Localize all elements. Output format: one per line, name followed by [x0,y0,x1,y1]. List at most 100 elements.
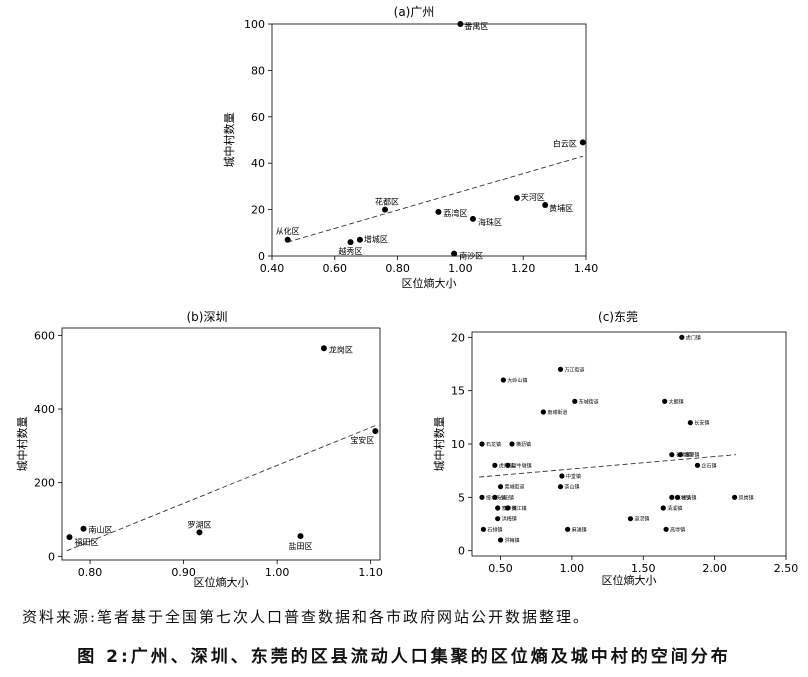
x-tick-label: 0.80 [385,262,410,275]
figure-stage: (a)广州 0.40 0.60 0.80 1.00 1.20 1.40 0 20 40 60 80 10… [15,5,798,589]
point-label: 清溪镇 [667,505,682,512]
plot-frame [271,23,587,257]
data-point [80,525,87,532]
data-point [495,516,501,522]
x-tick-label: 1.00 [265,566,290,579]
y-tick-label: 100 [244,18,265,31]
x-tick-label: 1.00 [560,562,585,575]
point-label: 南山区 [89,525,113,535]
y-axis-label: 城中村数量 [222,113,236,168]
x-tick-label: 2.50 [774,562,799,575]
y-tick-label: 0 [458,545,465,558]
point-label: 越秀区 [339,246,363,256]
point-label: 大岭山镇 [507,377,527,384]
y-tick-label: 20 [451,331,465,344]
trend-line [287,155,583,243]
point-label: 宝安区 [350,435,374,445]
y-tick-label: 200 [34,477,55,490]
figure-caption: 图 2:广州、深圳、东莞的区县流动人口集聚的区位熵及城中村的空间分布 [77,647,731,667]
data-point [495,505,501,511]
data-point [492,494,498,500]
y-tick-label: 0 [48,550,55,563]
x-tick-label: 0.40 [260,262,285,275]
chart-dongguan: (c)东莞 0.50 1.00 1.50 2.00 2.50 0 5 10 15 20 区位熵大小 城中… [432,310,798,587]
point-label: 道滘镇 [634,516,649,523]
plot-frame [61,327,381,561]
point-label: 横沥镇 [516,441,531,448]
y-tick-label: 5 [458,491,465,504]
x-tick-label: 0.50 [488,562,513,575]
point-label: 龙岗区 [329,344,353,354]
trend-line [479,454,737,478]
y-tick-label: 15 [451,385,465,398]
point-label: 福田区 [74,538,98,547]
data-point [565,526,571,532]
data-point [435,208,442,215]
y-axis-label: 城中村数量 [432,417,446,472]
point-label: 东坑镇 [676,494,691,501]
x-tick-label: 1.50 [631,562,656,575]
x-tick-label: 0.60 [323,262,348,275]
data-point [320,345,327,352]
point-label: 从化区 [276,226,300,236]
data-point [557,484,564,490]
point-label: 桥头镇 [682,494,697,501]
point-label: 中堂镇 [566,473,581,480]
data-point [347,239,354,246]
chart-title: (b)深圳 [187,310,228,324]
y-tick-label: 80 [251,64,265,77]
data-point [687,420,693,426]
data-point [579,139,586,146]
x-tick-label: 2.00 [702,562,727,575]
data-point [540,409,546,415]
data-point [732,494,738,500]
y-tick-label: 0 [258,250,265,263]
x-tick-label: 1.20 [511,262,536,275]
data-point [479,441,485,447]
point-label: 石碣镇 [676,452,691,459]
point-label: 增城区 [364,234,388,244]
data-point [559,473,565,479]
data-point [356,236,363,243]
point-label: 黄埔区 [549,203,573,213]
point-label: 石排镇 [487,526,502,533]
data-point [663,526,669,532]
point-label: 盐田区 [289,541,313,551]
y-tick-label: 600 [34,329,55,342]
data-point [497,484,504,490]
point-label: 企石镇 [702,462,717,469]
point-label: 石龙镇 [486,441,501,448]
data-point [669,494,675,500]
data-point [674,494,681,500]
point-label: 塘厦镇 [684,452,699,459]
point-label: 麻涌镇 [572,526,587,533]
x-tick-label: 1.10 [358,566,383,579]
point-label: 凤岗镇 [739,494,754,501]
chart-shenzhen: (b)深圳 0.80 0.90 1.00 1.10 0 200 400 600 区位熵大小 城中村数… [15,310,383,589]
x-axis-label: 区位熵大小 [402,276,457,290]
data-point [694,462,701,468]
point-label: 莞城街道 [505,484,525,491]
chart-title: (a)广州 [394,5,435,19]
point-label: 洪梅镇 [502,516,517,523]
data-point [196,529,203,536]
data-point [479,494,485,500]
y-tick-label: 60 [251,111,265,124]
y-axis-label: 城中村数量 [15,417,29,472]
data-point [505,462,511,468]
chart-title: (c)东莞 [598,310,638,324]
y-tick-label: 40 [251,157,265,170]
data-point [662,398,668,404]
data-point [500,377,506,383]
data-point [677,452,683,458]
point-label: 高埗镇 [670,526,685,533]
point-label: 罗湖区 [187,520,211,529]
data-point [492,462,498,468]
source-note: 资料来源:笔者基于全国第七次人口普查数据和各市政府网站公开数据整理。 [22,608,591,626]
data-point [457,21,464,27]
chart-guangzhou: (a)广州 0.40 0.60 0.80 1.00 1.20 1.40 0 20 40 60 80 10… [222,5,598,290]
point-label: 洪梅镇 [505,537,520,544]
point-label: 万江街道 [564,366,584,373]
y-tick-label: 10 [451,438,465,451]
data-point [480,526,487,532]
